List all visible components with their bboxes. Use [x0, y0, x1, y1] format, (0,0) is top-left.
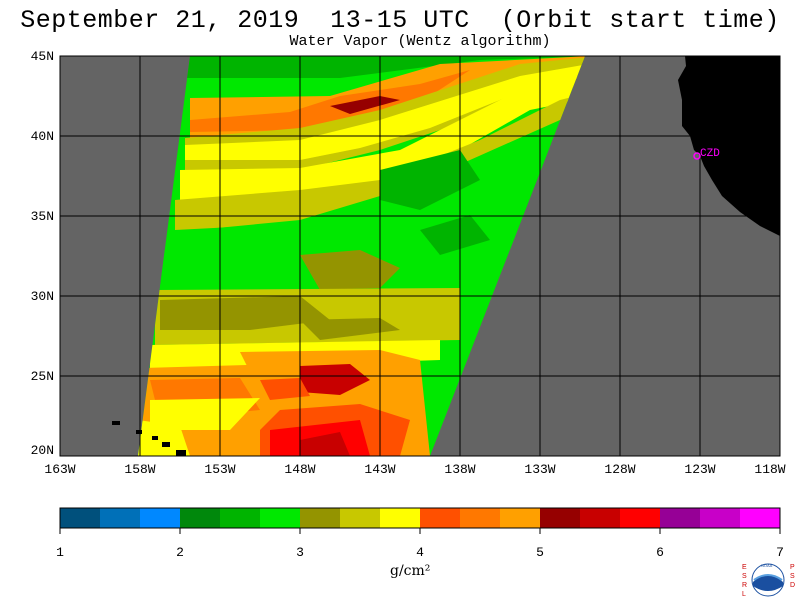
- lat-label-35n: 35N: [30, 209, 54, 224]
- colorbar-tick-2: 2: [176, 545, 184, 560]
- map-subtitle: Water Vapor (Wentz algorithm): [289, 33, 551, 50]
- svg-text:R: R: [742, 582, 747, 589]
- graticule: [60, 56, 780, 456]
- colorbar-cell: [260, 508, 301, 528]
- colorbar-tick-4: 4: [416, 545, 424, 560]
- lon-label-118w: 118W: [754, 462, 786, 477]
- map-title: September 21, 2019 13-15 UTC (Orbit star…: [20, 6, 780, 35]
- colorbar-cell: [380, 508, 421, 528]
- noaa-esrl-psd-logo: E S R L NOAA P S D: [742, 563, 795, 598]
- svg-text:D: D: [790, 582, 795, 589]
- colorbar-cell: [140, 508, 181, 528]
- north-america-land: [678, 56, 780, 236]
- svg-text:P: P: [790, 564, 795, 571]
- colorbar-cell: [420, 508, 461, 528]
- lon-label-163w: 163W: [44, 462, 76, 477]
- colorbar-units: g/cm²: [390, 563, 431, 579]
- colorbar-cell: [100, 508, 141, 528]
- colorbar-tick-6: 6: [656, 545, 664, 560]
- colorbar-cell: [300, 508, 341, 528]
- colorbar-cell: [620, 508, 661, 528]
- colorbar-cell: [180, 508, 221, 528]
- lat-label-30n: 30N: [30, 289, 54, 304]
- colorbar-cell: [660, 508, 701, 528]
- lon-label-123w: 123W: [684, 462, 716, 477]
- lon-label-158w: 158W: [124, 462, 156, 477]
- colorbar-tick-3: 3: [296, 545, 304, 560]
- svg-text:NOAA: NOAA: [761, 563, 773, 568]
- colorbar-cell: [220, 508, 261, 528]
- lon-label-138w: 138W: [444, 462, 476, 477]
- lat-label-40n: 40N: [30, 129, 54, 144]
- svg-text:E: E: [742, 564, 747, 571]
- lon-label-148w: 148W: [284, 462, 316, 477]
- colorbar-cell: [340, 508, 381, 528]
- colorbar-cell: [740, 508, 781, 528]
- colorbar-tick-1: 1: [56, 545, 64, 560]
- lon-label-128w: 128W: [604, 462, 636, 477]
- svg-text:S: S: [790, 573, 795, 580]
- colorbar-cell: [460, 508, 501, 528]
- lat-label-20n: 20N: [30, 443, 54, 458]
- colorbar-cell: [580, 508, 621, 528]
- station-label: CZD: [700, 148, 720, 160]
- lat-label-45n: 45N: [30, 49, 54, 64]
- colorbar-tick-7: 7: [776, 545, 784, 560]
- colorbar-cell: [540, 508, 581, 528]
- map-border: [59, 55, 781, 457]
- colorbar-cell: [700, 508, 741, 528]
- svg-text:L: L: [742, 591, 746, 598]
- lat-label-25n: 25N: [30, 369, 54, 384]
- svg-text:S: S: [742, 573, 747, 580]
- lon-label-153w: 153W: [204, 462, 236, 477]
- lon-label-143w: 143W: [364, 462, 396, 477]
- hawaii-islands: [112, 421, 186, 456]
- colorbar-tick-5: 5: [536, 545, 544, 560]
- lon-label-133w: 133W: [524, 462, 556, 477]
- colorbar-cell: [60, 508, 101, 528]
- colorbar-cell: [500, 508, 541, 528]
- station-marker: [693, 152, 701, 160]
